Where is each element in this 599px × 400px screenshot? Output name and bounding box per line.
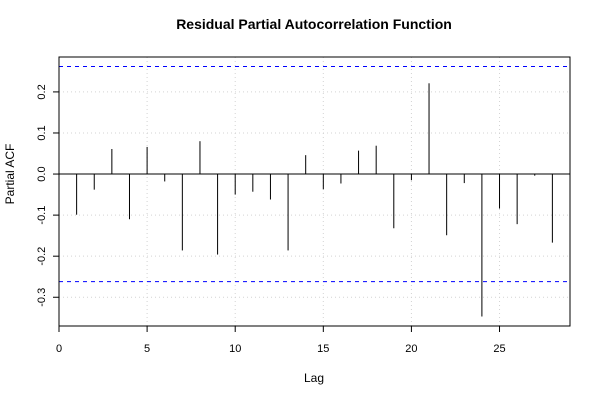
x-axis: 0 5 10 15 20 25 xyxy=(56,326,506,355)
y-axis-label: Partial ACF xyxy=(3,144,17,205)
plot-frame xyxy=(58,56,571,327)
y-tick-label: 0.1 xyxy=(36,125,48,140)
chart-title: Residual Partial Autocorrelation Functio… xyxy=(176,16,452,32)
x-tick-label: 25 xyxy=(493,343,505,355)
confidence-limits xyxy=(59,65,570,283)
y-tick-label: -0.3 xyxy=(36,288,48,307)
x-tick-label: 0 xyxy=(56,343,62,355)
pacf-spikes xyxy=(76,83,553,317)
y-axis: -0.3 -0.2 -0.1 0.0 0.1 0.2 xyxy=(36,84,59,307)
y-tick-label: 0.0 xyxy=(36,166,48,181)
x-tick-label: 5 xyxy=(144,343,150,355)
x-tick-label: 20 xyxy=(405,343,417,355)
grid xyxy=(58,57,570,326)
x-tick-label: 10 xyxy=(229,343,241,355)
x-tick-label: 15 xyxy=(317,343,329,355)
y-tick-label: -0.1 xyxy=(36,206,48,225)
x-axis-label: Lag xyxy=(304,371,324,385)
y-tick-label: -0.2 xyxy=(36,247,48,266)
y-tick-label: 0.2 xyxy=(36,84,48,99)
